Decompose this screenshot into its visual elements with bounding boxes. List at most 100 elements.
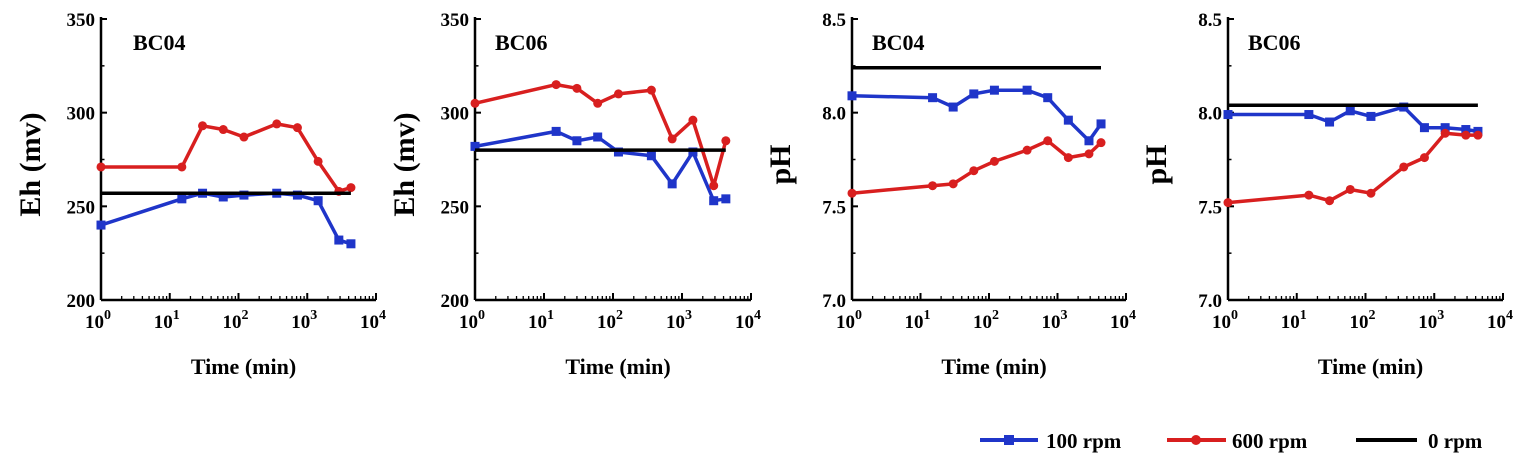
- series-line-100-rpm: [474, 129, 727, 203]
- y-axis-label: Eh (mv): [388, 112, 421, 216]
- data-point-600-rpm: [572, 83, 582, 93]
- data-point-100-rpm: [292, 190, 302, 200]
- legend-item-100-rpm: 100 rpm: [980, 429, 1122, 453]
- data-point-100-rpm: [1084, 136, 1094, 146]
- panel-title: BC06: [495, 30, 548, 55]
- y-tick-label: 8.0: [1198, 104, 1222, 125]
- chart-panel-2: 200 250 300 350 100 101 102 103 104 Time (min) Eh …: [388, 10, 761, 379]
- legend-label-600-rpm: 600 rpm: [1232, 429, 1308, 453]
- y-tick-label: 300: [67, 104, 96, 125]
- x-tick-label: 100: [459, 308, 485, 333]
- data-point-600-rpm: [1473, 130, 1483, 140]
- data-point-600-rpm: [667, 134, 677, 144]
- data-point-100-rpm: [551, 126, 561, 136]
- data-point-600-rpm: [1399, 162, 1409, 172]
- data-point-100-rpm: [709, 196, 719, 206]
- data-point-100-rpm: [1063, 115, 1073, 125]
- data-point-600-rpm: [551, 80, 561, 90]
- data-point-600-rpm: [847, 188, 857, 198]
- y-tick-label: 250: [441, 197, 470, 218]
- chart-panel-3: 7.0 7.5 8.0 8.5 100 101 102 103 104 Time (min) pH B…: [764, 10, 1136, 379]
- x-tick-label: 101: [905, 308, 931, 333]
- data-point-100-rpm: [177, 194, 187, 204]
- data-point-100-rpm: [96, 220, 106, 230]
- y-tick-label: 8.5: [1198, 10, 1222, 31]
- data-point-100-rpm: [1345, 106, 1355, 116]
- x-tick-label: 102: [973, 308, 999, 333]
- data-point-600-rpm: [470, 98, 480, 108]
- data-point-600-rpm: [272, 119, 282, 129]
- data-point-600-rpm: [1304, 190, 1314, 200]
- series-line-100-rpm: [1228, 105, 1479, 134]
- data-point-600-rpm: [313, 156, 323, 166]
- data-point-100-rpm: [1440, 123, 1450, 133]
- x-tick-label: 103: [1418, 308, 1444, 333]
- x-tick-label: 100: [85, 308, 111, 333]
- x-axis-label: Time (min): [1318, 354, 1423, 379]
- data-point-600-rpm: [593, 98, 603, 108]
- data-point-600-rpm: [1223, 198, 1233, 208]
- data-point-600-rpm: [346, 183, 356, 193]
- data-point-100-rpm: [239, 190, 249, 200]
- data-point-100-rpm: [313, 196, 323, 206]
- data-point-100-rpm: [346, 239, 356, 249]
- data-point-600-rpm: [948, 179, 958, 189]
- data-point-600-rpm: [928, 181, 938, 191]
- data-point-600-rpm: [969, 166, 979, 176]
- data-point-100-rpm: [847, 91, 857, 101]
- y-tick-label: 350: [441, 10, 470, 31]
- x-tick-label: 103: [1042, 308, 1068, 333]
- legend: 100 rpm 600 rpm 0 rpm: [980, 429, 1483, 453]
- x-tick-label: 102: [597, 308, 623, 333]
- legend-item-0-rpm: 0 rpm: [1356, 429, 1483, 453]
- data-point-100-rpm: [1304, 110, 1314, 120]
- data-point-100-rpm: [989, 85, 999, 95]
- data-point-600-rpm: [1096, 138, 1106, 148]
- x-tick-label: 104: [360, 308, 386, 333]
- data-point-600-rpm: [1325, 196, 1335, 206]
- y-tick-label: 350: [67, 10, 96, 31]
- panel-title: BC04: [133, 30, 186, 55]
- data-point-100-rpm: [969, 89, 979, 99]
- data-point-100-rpm: [572, 136, 582, 146]
- data-point-600-rpm: [1022, 145, 1032, 155]
- data-point-600-rpm: [1063, 153, 1073, 163]
- data-point-600-rpm: [1084, 149, 1094, 159]
- data-point-600-rpm: [1461, 130, 1471, 140]
- data-point-100-rpm: [1223, 110, 1233, 120]
- data-point-600-rpm: [218, 125, 228, 135]
- chart-panels: 200 250 300 350 100 101 102 103 104 Time (min) Eh …: [14, 10, 1513, 379]
- legend-label-0-rpm: 0 rpm: [1428, 429, 1483, 453]
- series-line-600-rpm: [1227, 131, 1478, 205]
- data-point-600-rpm: [709, 181, 719, 191]
- x-tick-label: 103: [291, 308, 317, 333]
- data-point-100-rpm: [948, 102, 958, 112]
- data-point-100-rpm: [470, 141, 480, 151]
- data-point-600-rpm: [688, 115, 698, 125]
- series-line-600-rpm: [474, 82, 728, 188]
- y-tick-label: 200: [441, 291, 470, 312]
- data-point-100-rpm: [1419, 123, 1429, 133]
- data-point-600-rpm: [1345, 184, 1355, 194]
- x-axis-label: Time (min): [941, 354, 1046, 379]
- data-point-100-rpm: [1022, 85, 1032, 95]
- legend-item-600-rpm: 600 rpm: [1167, 429, 1308, 453]
- y-tick-label: 200: [67, 291, 96, 312]
- data-point-100-rpm: [721, 194, 731, 204]
- y-axis-label: pH: [1140, 144, 1173, 184]
- x-tick-label: 103: [666, 308, 692, 333]
- legend-label-100-rpm: 100 rpm: [1046, 429, 1122, 453]
- x-axis-label: Time (min): [565, 354, 670, 379]
- series-line-100-rpm: [851, 88, 1103, 143]
- data-point-100-rpm: [613, 147, 623, 157]
- series-line-600-rpm: [851, 139, 1103, 195]
- data-point-600-rpm: [1440, 128, 1450, 138]
- y-tick-label: 8.0: [822, 104, 846, 125]
- data-point-600-rpm: [292, 123, 302, 133]
- y-tick-label: 7.0: [822, 291, 846, 312]
- data-point-600-rpm: [96, 162, 106, 172]
- data-point-600-rpm: [721, 136, 731, 146]
- data-point-100-rpm: [688, 147, 698, 157]
- y-tick-label: 7.0: [1198, 291, 1222, 312]
